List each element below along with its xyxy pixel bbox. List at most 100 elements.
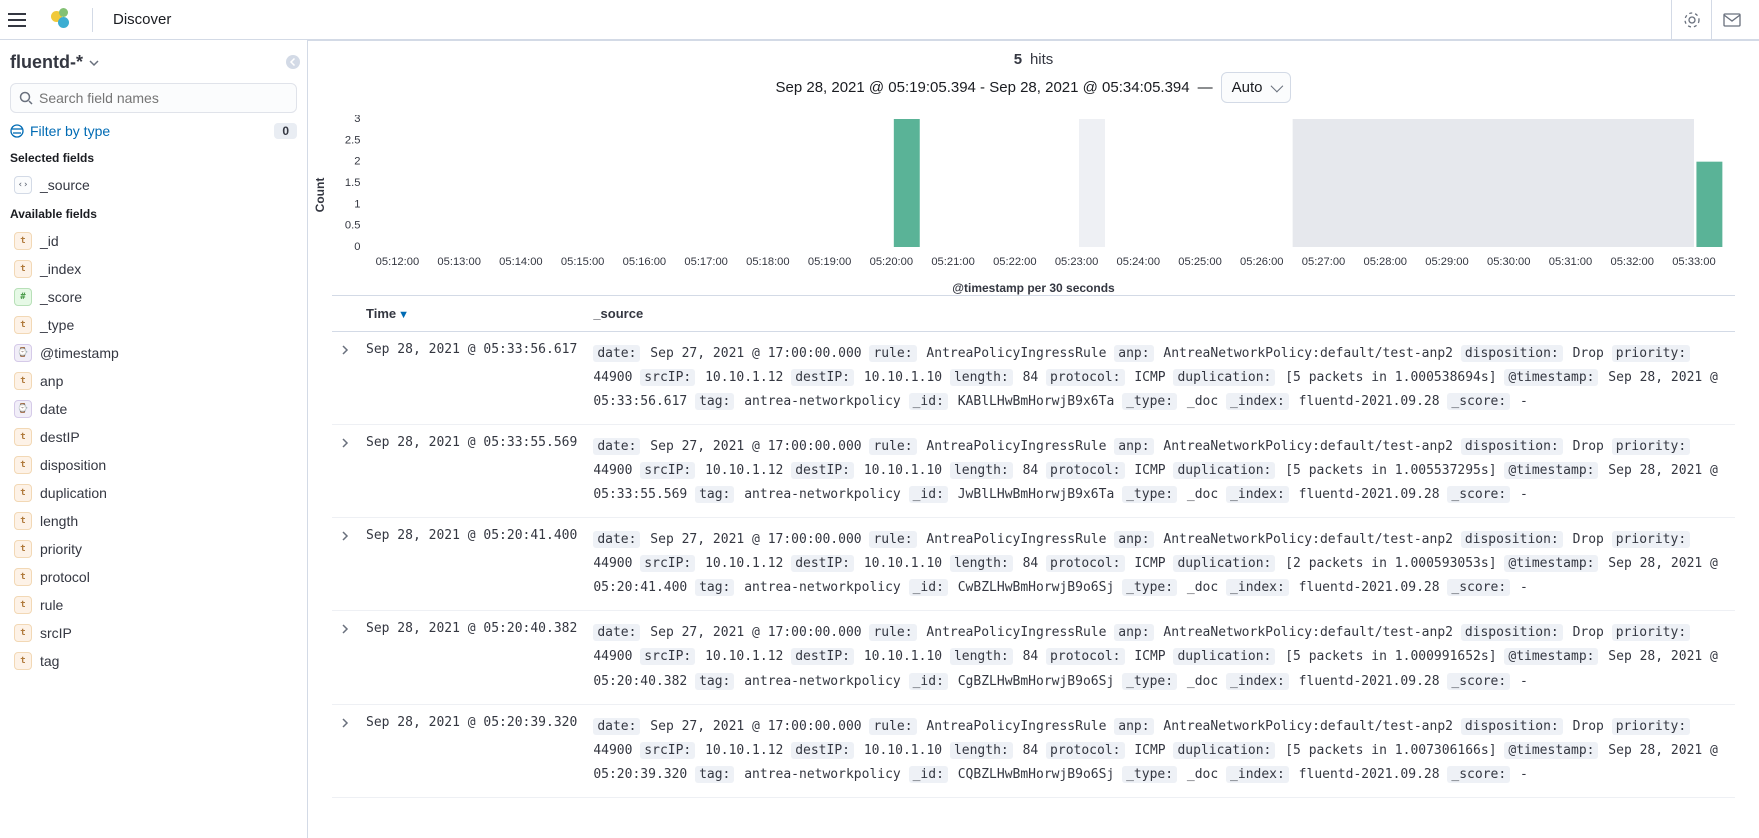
field-key: protocol: (1046, 555, 1124, 572)
field-key: anp: (1114, 438, 1153, 455)
svg-text:05:23:00: 05:23:00 (1055, 256, 1098, 268)
table-row: Sep 28, 2021 @ 05:33:55.569 date: Sep 27… (332, 425, 1735, 518)
field-item[interactable]: t_index (10, 255, 297, 283)
field-value: Sep 27, 2021 @ 17:00:00.000 (650, 719, 861, 734)
collapse-sidebar-icon[interactable] (285, 54, 301, 73)
svg-text:05:16:00: 05:16:00 (623, 256, 666, 268)
field-item[interactable]: tpriority (10, 535, 297, 563)
svg-text:05:22:00: 05:22:00 (993, 256, 1036, 268)
field-key: _index: (1226, 579, 1289, 596)
field-key: duplication: (1173, 742, 1275, 759)
svg-text:2: 2 (354, 156, 360, 168)
svg-text:05:20:00: 05:20:00 (870, 256, 913, 268)
field-type-icon: t (14, 484, 32, 502)
field-key: _score: (1447, 579, 1510, 596)
field-key: rule: (869, 624, 916, 641)
column-source[interactable]: _source (585, 296, 1735, 332)
x-axis-label: @timestamp per 30 seconds (332, 281, 1735, 295)
field-item[interactable]: tprotocol (10, 563, 297, 591)
table-row: Sep 28, 2021 @ 05:20:40.382 date: Sep 27… (332, 611, 1735, 704)
field-key: destIP: (791, 742, 854, 759)
filter-icon (10, 124, 24, 138)
row-time: Sep 28, 2021 @ 05:33:55.569 (358, 425, 585, 518)
field-value: Drop (1573, 532, 1604, 547)
field-value: [5 packets in 1.005537295s] (1285, 463, 1496, 478)
row-source: date: Sep 27, 2021 @ 17:00:00.000 rule: … (585, 518, 1735, 611)
field-search[interactable] (10, 83, 297, 113)
field-key: disposition: (1461, 345, 1563, 362)
histogram-chart[interactable]: Count 00.511.522.5305:12:0005:13:0005:14… (308, 107, 1759, 295)
field-item[interactable]: tdisposition (10, 451, 297, 479)
field-type-icon: t (14, 456, 32, 474)
field-type-icon: t (14, 372, 32, 390)
field-value: ICMP (1134, 743, 1165, 758)
table-row: Sep 28, 2021 @ 05:20:41.400 date: Sep 27… (332, 518, 1735, 611)
field-item[interactable]: tanp (10, 367, 297, 395)
expand-row[interactable] (332, 518, 358, 611)
kibana-logo[interactable] (48, 8, 72, 32)
field-key: anp: (1114, 531, 1153, 548)
field-value: _doc (1187, 580, 1218, 595)
chevron-down-icon (89, 58, 99, 68)
field-value: 10.10.1.12 (705, 743, 783, 758)
field-key: tag: (695, 579, 734, 596)
field-value: _doc (1187, 394, 1218, 409)
field-key: disposition: (1461, 624, 1563, 641)
field-value: AntreaNetworkPolicy:default/test-anp2 (1163, 532, 1453, 547)
field-value: antrea-networkpolicy (744, 487, 901, 502)
field-value: antrea-networkpolicy (744, 580, 901, 595)
field-key: _type: (1122, 579, 1177, 596)
interval-select[interactable]: Auto (1221, 72, 1292, 103)
field-name: rule (40, 597, 63, 613)
index-pattern-picker[interactable]: fluentd-* (10, 52, 297, 73)
svg-text:0: 0 (354, 241, 360, 253)
field-item[interactable]: trule (10, 591, 297, 619)
expand-row[interactable] (332, 704, 358, 797)
field-value: [2 packets in 1.000593053s] (1285, 556, 1496, 571)
svg-text:05:14:00: 05:14:00 (499, 256, 542, 268)
field-value: 84 (1023, 556, 1039, 571)
menu-toggle[interactable] (8, 13, 26, 27)
column-time[interactable]: Time▼ (358, 296, 585, 332)
field-item[interactable]: ⌚@timestamp (10, 339, 297, 367)
svg-text:05:28:00: 05:28:00 (1364, 256, 1407, 268)
field-value: KABlLHwBmHorwjB9x6Ta (958, 394, 1115, 409)
field-value: 10.10.1.12 (705, 649, 783, 664)
field-key: _id: (909, 673, 948, 690)
mail-icon[interactable] (1711, 0, 1751, 40)
expand-row[interactable] (332, 332, 358, 425)
field-item[interactable]: t_type (10, 311, 297, 339)
table-row: Sep 28, 2021 @ 05:20:39.320 date: Sep 27… (332, 704, 1735, 797)
field-value: Sep 27, 2021 @ 17:00:00.000 (650, 532, 861, 547)
field-name: _source (40, 177, 90, 193)
field-item[interactable]: tdestIP (10, 423, 297, 451)
expand-row[interactable] (332, 425, 358, 518)
filter-by-type[interactable]: Filter by type (10, 123, 110, 139)
field-item[interactable]: tlength (10, 507, 297, 535)
field-item[interactable]: ⌚date (10, 395, 297, 423)
field-name: date (40, 401, 67, 417)
field-item[interactable]: tsrcIP (10, 619, 297, 647)
field-value: - (1520, 487, 1528, 502)
svg-text:05:24:00: 05:24:00 (1117, 256, 1160, 268)
field-key: _index: (1226, 486, 1289, 503)
field-name: priority (40, 541, 82, 557)
app-title: Discover (113, 11, 171, 28)
field-value: AntreaPolicyIngressRule (926, 719, 1106, 734)
expand-row[interactable] (332, 611, 358, 704)
field-item[interactable]: t_id (10, 227, 297, 255)
field-value: Sep 27, 2021 @ 17:00:00.000 (650, 439, 861, 454)
field-value: 84 (1023, 370, 1039, 385)
field-item[interactable]: ‹›_source (10, 171, 297, 199)
field-name: length (40, 513, 78, 529)
field-value: [5 packets in 1.007306166s] (1285, 743, 1496, 758)
field-value: [5 packets in 1.000538694s] (1285, 370, 1496, 385)
field-search-input[interactable] (39, 90, 288, 106)
field-type-icon: t (14, 624, 32, 642)
field-item[interactable]: ttag (10, 647, 297, 675)
help-icon[interactable] (1671, 0, 1711, 40)
field-name: _index (40, 261, 81, 277)
field-item[interactable]: #_score (10, 283, 297, 311)
field-item[interactable]: tduplication (10, 479, 297, 507)
field-key: duplication: (1173, 555, 1275, 572)
